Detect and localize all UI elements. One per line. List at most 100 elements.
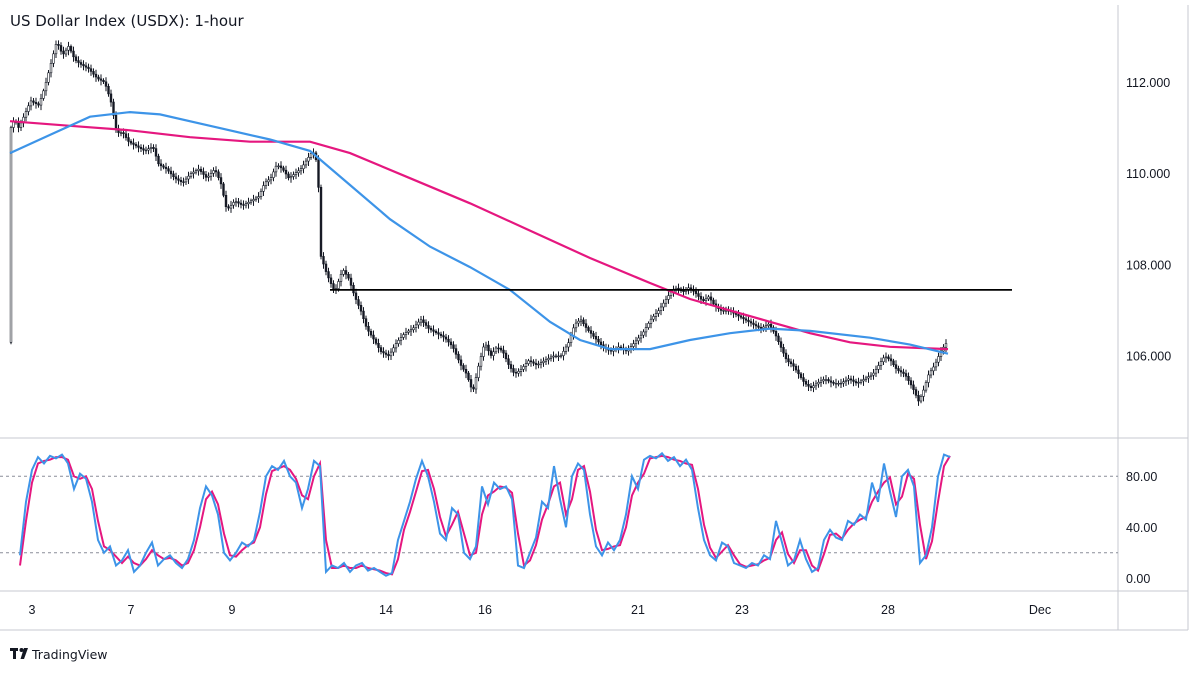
candle-body xyxy=(119,132,123,134)
time-tick-label: 21 xyxy=(631,603,645,617)
time-tick-label: 16 xyxy=(478,603,492,617)
candle-body xyxy=(527,360,530,364)
candle-body xyxy=(297,170,300,174)
candle-body xyxy=(224,195,228,208)
candle-body xyxy=(339,273,343,282)
candle-body xyxy=(57,43,60,46)
time-tick-label: 28 xyxy=(881,603,895,617)
candle-body xyxy=(582,319,585,324)
candle-body xyxy=(24,111,28,118)
candle-body xyxy=(644,327,648,333)
candle-body xyxy=(909,380,913,386)
price-tick-label: 110.000 xyxy=(1126,167,1170,181)
candle-body xyxy=(882,357,885,362)
candle-body xyxy=(464,368,468,374)
candle-body xyxy=(479,356,483,367)
candle-body xyxy=(712,299,715,305)
stochastic-tick-label: 40.00 xyxy=(1126,521,1157,535)
candle-body xyxy=(109,93,113,103)
candle-body xyxy=(417,321,420,326)
candle-body xyxy=(642,331,645,336)
candle-body xyxy=(472,386,475,390)
candle-body xyxy=(932,366,935,372)
candle-body xyxy=(592,333,595,337)
candle-body xyxy=(889,358,893,362)
candle-body xyxy=(147,148,150,151)
candle-body xyxy=(149,147,153,150)
candle-body xyxy=(72,50,75,58)
candle-body xyxy=(62,50,65,55)
candle-body xyxy=(187,175,190,180)
candle-body xyxy=(237,201,240,204)
candle-body xyxy=(439,333,443,336)
candle-body xyxy=(897,368,900,371)
candle-body xyxy=(344,270,348,275)
candle-body xyxy=(337,281,340,289)
candle-body xyxy=(747,319,750,322)
candle-body xyxy=(634,340,638,344)
candle-body xyxy=(752,322,755,325)
candle-body xyxy=(374,338,378,344)
candle-body xyxy=(474,377,478,390)
candle-body xyxy=(82,64,85,67)
candle-body xyxy=(844,379,848,382)
candle-body xyxy=(587,327,590,331)
candle-body xyxy=(754,324,758,327)
candle-body xyxy=(42,90,45,99)
candle-body xyxy=(447,338,450,343)
candle-body xyxy=(429,327,433,331)
candle-body xyxy=(249,200,253,203)
stochastic-axis[interactable]: 80.00 40.00 0.00 xyxy=(1126,470,1157,586)
candle-body xyxy=(559,355,563,357)
candle-body xyxy=(269,177,273,181)
candle-body xyxy=(12,121,15,128)
price-axis[interactable]: 112.000 110.000 108.000 106.000 xyxy=(1126,76,1171,364)
candle-body xyxy=(517,370,520,374)
candle-body xyxy=(212,170,215,174)
candle-body xyxy=(859,380,863,383)
stochastic-tick-label: 80.00 xyxy=(1126,470,1157,484)
candle-body xyxy=(914,389,918,396)
time-axis[interactable]: 3 7 9 14 16 21 23 28 Dec xyxy=(29,603,1052,617)
candle-body xyxy=(824,379,828,381)
candle-body xyxy=(664,299,668,304)
candle-body xyxy=(702,298,705,301)
tradingview-logo[interactable]: TradingView xyxy=(10,647,108,662)
candle-body xyxy=(682,290,685,292)
candle-body xyxy=(649,318,653,324)
candle-body xyxy=(827,379,830,382)
stochastic-pane xyxy=(0,451,1118,577)
candle-body xyxy=(19,122,23,128)
candle-body xyxy=(874,368,878,374)
candle-body xyxy=(742,317,745,320)
candle-body xyxy=(927,374,930,383)
candle-body xyxy=(139,147,143,150)
candle-body xyxy=(152,147,155,149)
candle-body xyxy=(484,344,488,348)
candle-body xyxy=(157,155,160,165)
candle-body xyxy=(317,159,320,188)
candle-body xyxy=(907,375,910,381)
candle-body xyxy=(774,330,778,337)
candle-body xyxy=(377,342,380,348)
candle-body xyxy=(749,321,753,324)
candle-body xyxy=(37,103,40,106)
candle-body xyxy=(572,327,575,336)
candle-body xyxy=(659,306,663,312)
candle-body xyxy=(487,344,490,352)
candle-body xyxy=(794,365,798,371)
candle-body xyxy=(182,181,185,183)
candle-body xyxy=(452,344,455,349)
candle-body xyxy=(194,170,198,173)
candle-body xyxy=(497,347,500,350)
candle-body xyxy=(534,362,538,365)
stochastic-k-line xyxy=(19,451,951,577)
candle-body xyxy=(852,379,855,382)
candle-body xyxy=(567,342,570,348)
candle-body xyxy=(694,290,698,294)
candle-body xyxy=(842,381,845,384)
candle-body xyxy=(304,160,308,166)
candle-body xyxy=(402,334,405,338)
